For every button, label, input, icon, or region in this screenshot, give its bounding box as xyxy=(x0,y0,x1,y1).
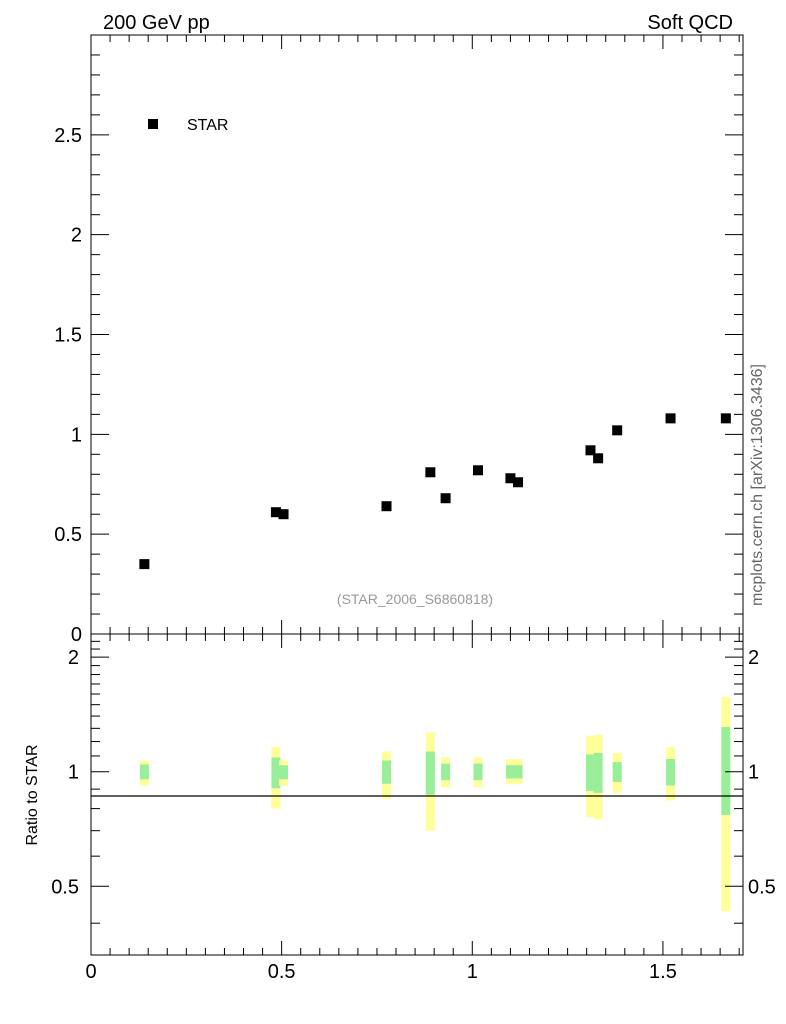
ratio-band-inner xyxy=(585,754,595,791)
data-markers xyxy=(139,413,731,570)
header-left-label: 200 GeV pp xyxy=(103,12,210,34)
x-tick-label: 1.5 xyxy=(649,961,677,983)
ratio-y-tick-label-left: 2 xyxy=(68,647,79,669)
ratio-band-inner xyxy=(593,752,603,793)
ratio-y-tick-label-right: 2 xyxy=(748,647,759,669)
main-y-tick-label: 1.5 xyxy=(54,325,82,347)
ratio-band-inner xyxy=(425,751,435,795)
data-point-star xyxy=(513,477,524,488)
ratio-band-inner xyxy=(721,727,731,815)
data-point-star xyxy=(278,509,289,520)
main-y-tick-label: 0 xyxy=(71,624,82,646)
ratio-band-inner xyxy=(513,765,523,779)
ratio-band-inner xyxy=(381,760,391,784)
data-point-star xyxy=(585,445,596,456)
ratio-y-tick-label-left: 1 xyxy=(68,762,79,784)
ratio-band-inner xyxy=(441,763,451,781)
legend-entry-star: STAR xyxy=(187,117,228,134)
ratio-bands xyxy=(139,697,731,912)
legend-marker-icon xyxy=(148,119,158,129)
data-point-star xyxy=(270,507,281,518)
data-point-star xyxy=(665,413,676,424)
main-y-tick-label: 2 xyxy=(71,225,82,247)
ratio-band-inner xyxy=(279,765,289,780)
side-label: mcplots.cern.ch [arXiv:1306.3436] xyxy=(749,364,766,606)
data-point-star xyxy=(381,501,392,512)
x-tick-label: 0 xyxy=(85,961,96,983)
data-point-star xyxy=(612,425,623,436)
data-point-star xyxy=(425,467,436,478)
main-y-tick-label: 0.5 xyxy=(54,524,82,546)
ratio-band-inner xyxy=(505,765,515,779)
ratio-band-inner xyxy=(139,764,149,780)
data-point-star xyxy=(593,453,604,464)
ratio-panel-frame xyxy=(90,633,744,956)
data-point-star xyxy=(139,559,150,570)
main-y-tick-label: 1 xyxy=(71,424,82,446)
analysis-watermark: (STAR_2006_S6860818) xyxy=(337,591,493,607)
ratio-y-axis-label: Ratio to STAR xyxy=(24,744,41,845)
header-right-label: Soft QCD xyxy=(647,12,733,34)
x-tick-label: 1 xyxy=(467,961,478,983)
ratio-y-tick-label-left: 0.5 xyxy=(51,876,79,898)
ratio-y-tick-label-right: 0.5 xyxy=(748,876,776,898)
x-tick-label: 0.5 xyxy=(268,961,296,983)
data-point-star xyxy=(473,465,484,476)
data-point-star xyxy=(505,473,516,484)
ratio-y-tick-label-right: 1 xyxy=(748,762,759,784)
ratio-band-inner xyxy=(666,758,676,786)
main-y-tick-label: 2.5 xyxy=(54,125,82,147)
tick-labels: 0 0.5 1 1.5 0 0.5 1 1.5 2 2.5 0.5 0.5 1 1 2 2 xyxy=(51,125,776,983)
data-point-star xyxy=(440,493,451,504)
data-point-star xyxy=(720,413,731,424)
axes-frame xyxy=(90,34,744,956)
ratio-band-inner xyxy=(473,763,483,781)
tick-marks xyxy=(90,34,743,955)
ratio-band-inner xyxy=(612,762,622,782)
ratio-band-inner xyxy=(271,757,281,789)
